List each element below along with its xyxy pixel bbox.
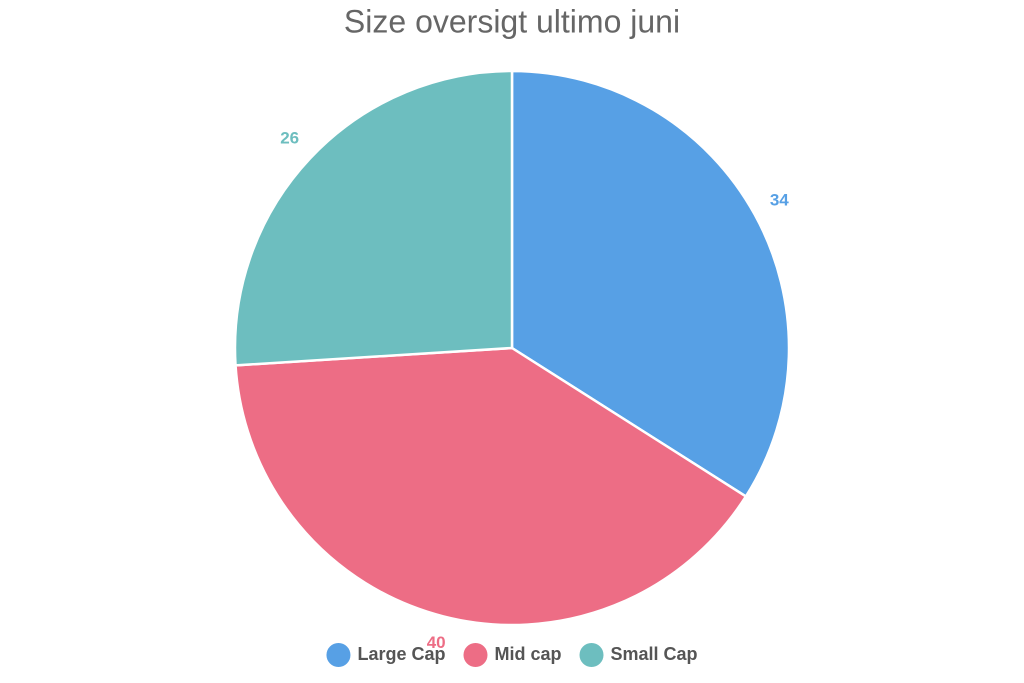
- legend-text: Small Cap: [611, 644, 698, 664]
- chart-title: Size oversigt ultimo juni: [344, 3, 680, 39]
- value-label: 26: [280, 129, 299, 148]
- legend-text: Mid cap: [494, 644, 561, 664]
- value-label: 34: [770, 191, 789, 210]
- pie-slice: [233, 69, 514, 367]
- pie-slice: [234, 346, 748, 627]
- legend: Large Cap Mid cap Small Cap: [326, 643, 698, 667]
- value-label: 40: [427, 633, 446, 652]
- legend-marker: [326, 643, 351, 667]
- legend-marker: [579, 643, 604, 667]
- legend-text: Large Cap: [357, 644, 445, 664]
- legend-marker: [463, 643, 488, 667]
- pie-slice: [510, 69, 791, 499]
